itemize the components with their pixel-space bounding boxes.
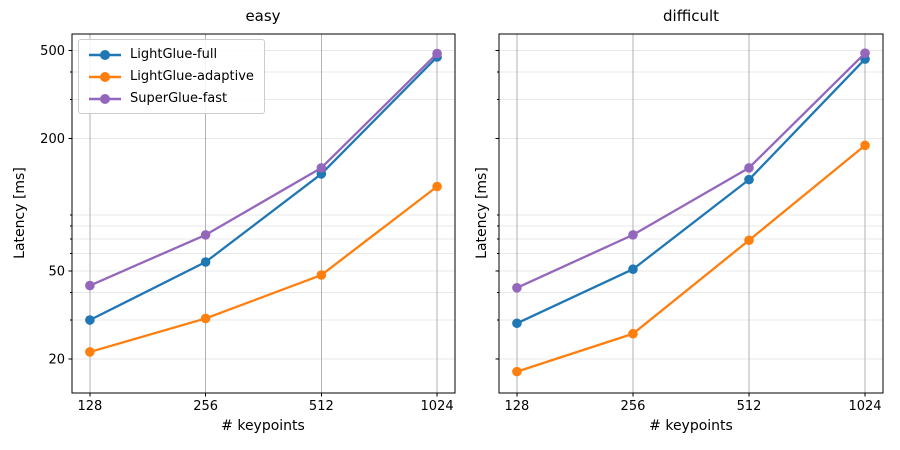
y-axis-label-difficult: Latency [ms] [474,167,490,259]
x-tick-label-1024: 1024 [848,399,881,414]
subplot-title-difficult: difficult [663,7,719,25]
legend-entry-lightglue-adaptive: LightGlue-adaptive [88,67,254,86]
legend-label-lightglue-adaptive: LightGlue-adaptive [130,69,254,84]
y-tick-label-50: 50 [48,265,65,280]
data-point-lightglue-adaptive-512 [744,235,754,246]
data-point-superglue-fast-128 [512,283,522,293]
data-point-lightglue-adaptive-1024 [432,181,442,192]
x-axis-label-difficult: # keypoints [649,418,733,434]
data-point-lightglue-full-512 [744,174,754,185]
axes-frame [71,33,456,394]
x-axis-label-easy: # keypoints [221,418,305,434]
legend-line-marker-icon [89,93,121,104]
legend: LightGlue-full LightGlue-adaptive SuperG… [78,39,265,114]
subplot-title-easy: easy [245,7,281,25]
data-point-lightglue-full-256 [200,257,211,267]
x-tick-label-256: 256 [621,399,646,414]
legend-line-marker-icon [89,71,121,82]
data-point-superglue-fast-512 [316,163,327,173]
x-tick-label-512: 512 [737,399,762,414]
data-point-superglue-fast-256 [200,230,211,240]
series-line-superglue-fast [515,52,867,289]
data-point-superglue-fast-512 [744,163,754,173]
x-tick-label-1024: 1024 [421,399,454,414]
x-tick-label-512: 512 [309,399,334,414]
legend-entry-lightglue-full: LightGlue-full [88,45,254,64]
data-point-superglue-fast-1024 [860,48,870,58]
x-tick-label-256: 256 [193,399,218,414]
x-tick-label-128: 128 [505,399,530,414]
data-point-lightglue-full-256 [628,264,638,275]
data-point-lightglue-adaptive-256 [628,328,638,339]
data-point-superglue-fast-256 [628,230,638,240]
data-point-lightglue-full-128 [512,318,522,329]
legend-label-lightglue-full: LightGlue-full [130,47,218,62]
series-line-superglue-fast [88,52,439,287]
y-tick-label-20: 20 [48,352,65,367]
data-point-lightglue-adaptive-1024 [860,140,870,151]
y-axis-label-easy: Latency [ms] [12,167,28,259]
y-tick-label-500: 500 [40,44,65,59]
y-tick-label-200: 200 [40,132,65,147]
data-point-lightglue-full-128 [85,315,95,325]
series-line-lightglue-adaptive [88,185,439,354]
legend-line-marker-icon [89,49,121,60]
series-line-lightglue-adaptive [515,144,867,373]
x-tick-label-128: 128 [77,399,102,414]
axes-frame [498,33,884,394]
data-point-superglue-fast-1024 [432,48,442,59]
data-point-superglue-fast-128 [85,280,95,291]
data-point-lightglue-adaptive-512 [316,270,327,280]
series-line-lightglue-full [515,57,867,325]
series-line-lightglue-full [88,55,439,322]
data-point-lightglue-adaptive-256 [200,313,211,324]
data-point-lightglue-adaptive-128 [85,347,95,357]
data-point-lightglue-adaptive-128 [512,366,522,377]
legend-entry-superglue-fast: SuperGlue-fast [88,89,254,108]
legend-label-superglue-fast: SuperGlue-fast [130,91,228,106]
